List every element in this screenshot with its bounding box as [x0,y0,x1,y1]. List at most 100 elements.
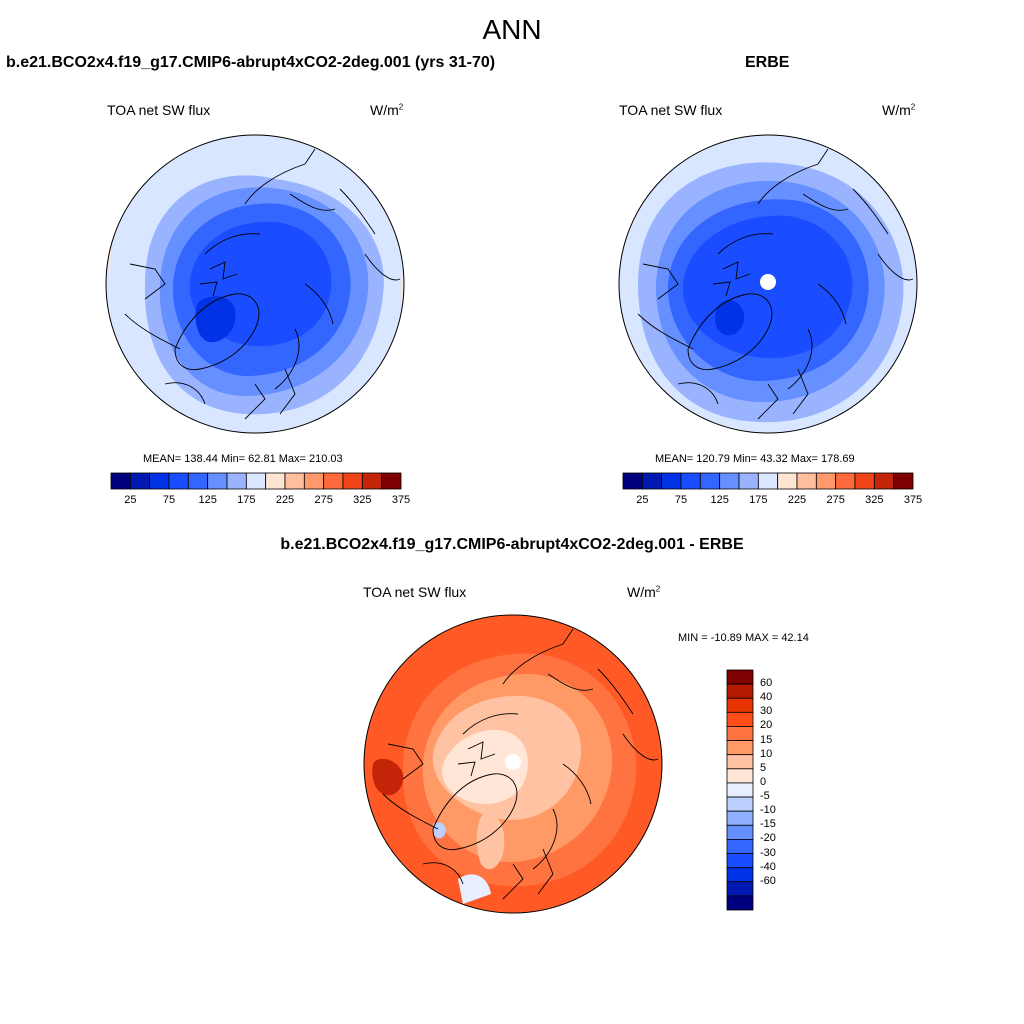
diff-units-label: W/m2 [627,584,661,600]
colorbar-tick-label: -10 [760,804,776,817]
colorbar-tick-label: -40 [760,860,776,873]
colorbar-tick-label: 175 [749,494,768,506]
colorbar-tick-label: 25 [124,494,137,506]
colorbar-swatch [726,754,754,770]
obs-stats: MEAN= 120.79 Min= 43.32 Max= 178.69 [655,453,855,465]
diff-colorbar-ticks: 60 40 30 20 15 10 5 0 -5 -10 -15 -20 -30 -40 -60 [760,670,800,910]
colorbar-swatch [110,472,131,490]
colorbar-tick-label: 275 [314,494,333,506]
colorbar-swatch [726,867,754,883]
model-units-label: W/m2 [370,102,404,118]
colorbar-swatch [661,472,682,490]
obs-colorbar [622,472,914,490]
colorbar-swatch [726,669,754,685]
diff-panel-title: b.e21.BCO2x4.f19_g17.CMIP6-abrupt4xCO2-2… [280,536,744,553]
obs-units-label: W/m2 [882,102,916,118]
colorbar-tick-label: 175 [237,494,256,506]
colorbar-swatch [226,472,247,490]
colorbar-tick-label: 60 [760,677,773,690]
obs-panel-title: ERBE [745,54,790,71]
colorbar-swatch [726,810,754,826]
colorbar-tick-label: 125 [198,494,217,506]
colorbar-tick-label: 5 [760,761,767,774]
colorbar-swatch [835,472,856,490]
colorbar-swatch [168,472,189,490]
colorbar-swatch [815,472,837,490]
colorbar-swatch [726,796,754,812]
colorbar-swatch [777,472,798,490]
colorbar-swatch [726,853,754,869]
colorbar-swatch [149,472,170,490]
colorbar-swatch [854,472,875,490]
colorbar-tick-label: 225 [275,494,295,506]
colorbar-tick-label: 325 [353,494,372,506]
colorbar-tick-label: -20 [760,832,776,845]
colorbar-tick-label: 325 [865,494,884,506]
diff-variable-label: TOA net SW flux [363,584,467,600]
model-stats: MEAN= 138.44 Min= 62.81 Max= 210.03 [143,453,343,465]
colorbar-tick-label: 375 [391,494,411,506]
obs-colorbar-ticks: 25 75 125 175 225 275 325 375 [623,494,922,508]
colorbar-swatch [873,472,895,490]
colorbar-swatch [323,472,344,490]
colorbar-swatch [342,472,363,490]
colorbar-swatch [796,472,817,490]
colorbar-tick-label: 40 [760,691,773,704]
colorbar-tick-label: -5 [760,790,770,803]
colorbar-tick-label: 10 [760,747,773,760]
colorbar-swatch [381,472,402,490]
colorbar-tick-label: -30 [760,846,776,859]
colorbar-tick-label: 20 [760,719,773,732]
model-panel-title: b.e21.BCO2x4.f19_g17.CMIP6-abrupt4xCO2-2… [6,54,496,71]
colorbar-swatch [699,472,721,490]
colorbar-swatch [726,726,754,741]
colorbar-swatch [641,472,663,490]
colorbar-swatch [622,472,643,490]
diff-polar-map [363,614,663,914]
colorbar-swatch [726,697,754,713]
colorbar-swatch [893,472,914,490]
colorbar-swatch [726,711,754,727]
colorbar-tick-label: 15 [760,733,773,746]
colorbar-swatch [207,472,228,490]
colorbar-swatch [265,472,286,490]
colorbar-swatch [726,839,754,854]
colorbar-swatch [757,472,779,490]
colorbar-tick-label: 25 [636,494,649,506]
colorbar-tick-label: 125 [710,494,729,506]
colorbar-swatch [245,472,267,490]
diff-stats: MIN = -10.89 MAX = 42.14 [678,632,809,644]
colorbar-tick-label: 375 [903,494,923,506]
colorbar-swatch [726,683,754,699]
colorbar-tick-label: 225 [787,494,807,506]
model-colorbar-ticks: 25 75 125 175 225 275 325 375 [111,494,410,508]
colorbar-swatch [680,472,701,490]
colorbar-swatch [361,472,383,490]
colorbar-tick-label: -15 [760,818,776,831]
colorbar-swatch [719,472,740,490]
colorbar-swatch [726,768,754,784]
colorbar-tick-label: 275 [826,494,845,506]
colorbar-tick-label: 75 [162,494,176,506]
colorbar-swatch [303,472,325,490]
colorbar-swatch [726,740,754,756]
colorbar-swatch [726,782,754,798]
obs-polar-map [618,134,918,434]
colorbar-tick-label: -60 [760,874,776,887]
colorbar-swatch [726,895,754,911]
page-title: ANN [482,14,542,45]
colorbar-swatch [738,472,759,490]
colorbar-swatch [187,472,209,490]
colorbar-swatch [284,472,305,490]
colorbar-tick-label: 0 [760,775,767,788]
colorbar-swatch [726,824,754,840]
model-colorbar [110,472,402,490]
diff-colorbar [726,669,754,911]
obs-variable-label: TOA net SW flux [619,102,723,118]
colorbar-swatch [129,472,151,490]
colorbar-swatch [726,881,754,897]
model-variable-label: TOA net SW flux [107,102,211,118]
model-polar-map [105,134,405,434]
colorbar-tick-label: 75 [674,494,688,506]
colorbar-tick-label: 30 [760,705,773,718]
